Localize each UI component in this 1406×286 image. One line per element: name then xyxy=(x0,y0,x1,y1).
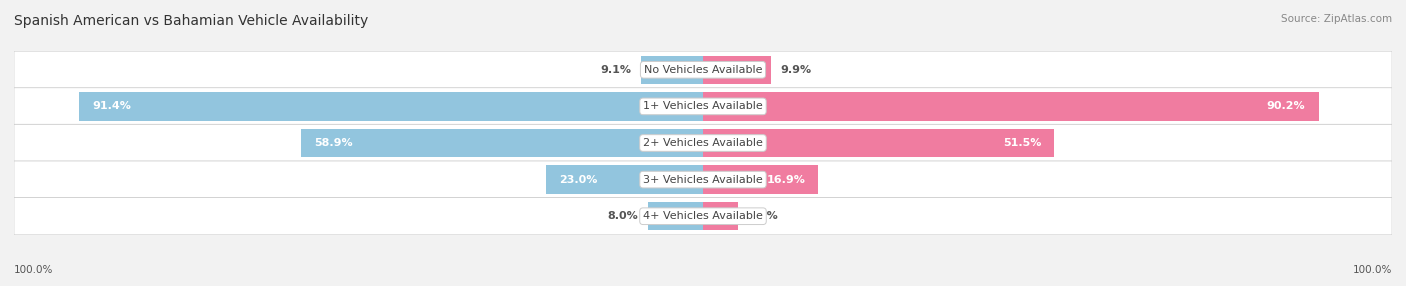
Text: 9.9%: 9.9% xyxy=(780,65,811,75)
FancyBboxPatch shape xyxy=(14,161,1392,198)
Bar xyxy=(648,202,703,231)
Text: 5.1%: 5.1% xyxy=(748,211,779,221)
Text: 91.4%: 91.4% xyxy=(93,102,131,111)
Text: 1+ Vehicles Available: 1+ Vehicles Available xyxy=(643,102,763,111)
Text: 16.9%: 16.9% xyxy=(766,175,806,184)
Text: Spanish American vs Bahamian Vehicle Availability: Spanish American vs Bahamian Vehicle Ava… xyxy=(14,14,368,28)
Text: 100.0%: 100.0% xyxy=(14,265,53,275)
Text: 8.0%: 8.0% xyxy=(607,211,638,221)
Text: 58.9%: 58.9% xyxy=(314,138,353,148)
Text: No Vehicles Available: No Vehicles Available xyxy=(644,65,762,75)
Bar xyxy=(703,55,770,84)
Text: Source: ZipAtlas.com: Source: ZipAtlas.com xyxy=(1281,14,1392,24)
Bar xyxy=(641,55,703,84)
Bar xyxy=(703,165,818,194)
FancyBboxPatch shape xyxy=(14,198,1392,235)
Text: 9.1%: 9.1% xyxy=(600,65,631,75)
Text: 2+ Vehicles Available: 2+ Vehicles Available xyxy=(643,138,763,148)
Text: 90.2%: 90.2% xyxy=(1267,102,1305,111)
Bar xyxy=(703,92,1319,121)
FancyBboxPatch shape xyxy=(14,88,1392,125)
Bar xyxy=(703,202,738,231)
Text: 23.0%: 23.0% xyxy=(560,175,598,184)
Bar xyxy=(301,129,703,157)
Bar xyxy=(703,129,1054,157)
FancyBboxPatch shape xyxy=(14,124,1392,162)
Text: 100.0%: 100.0% xyxy=(1353,265,1392,275)
Text: 4+ Vehicles Available: 4+ Vehicles Available xyxy=(643,211,763,221)
Bar xyxy=(79,92,703,121)
Text: 51.5%: 51.5% xyxy=(1002,138,1042,148)
Text: 3+ Vehicles Available: 3+ Vehicles Available xyxy=(643,175,763,184)
Bar xyxy=(546,165,703,194)
FancyBboxPatch shape xyxy=(14,51,1392,88)
